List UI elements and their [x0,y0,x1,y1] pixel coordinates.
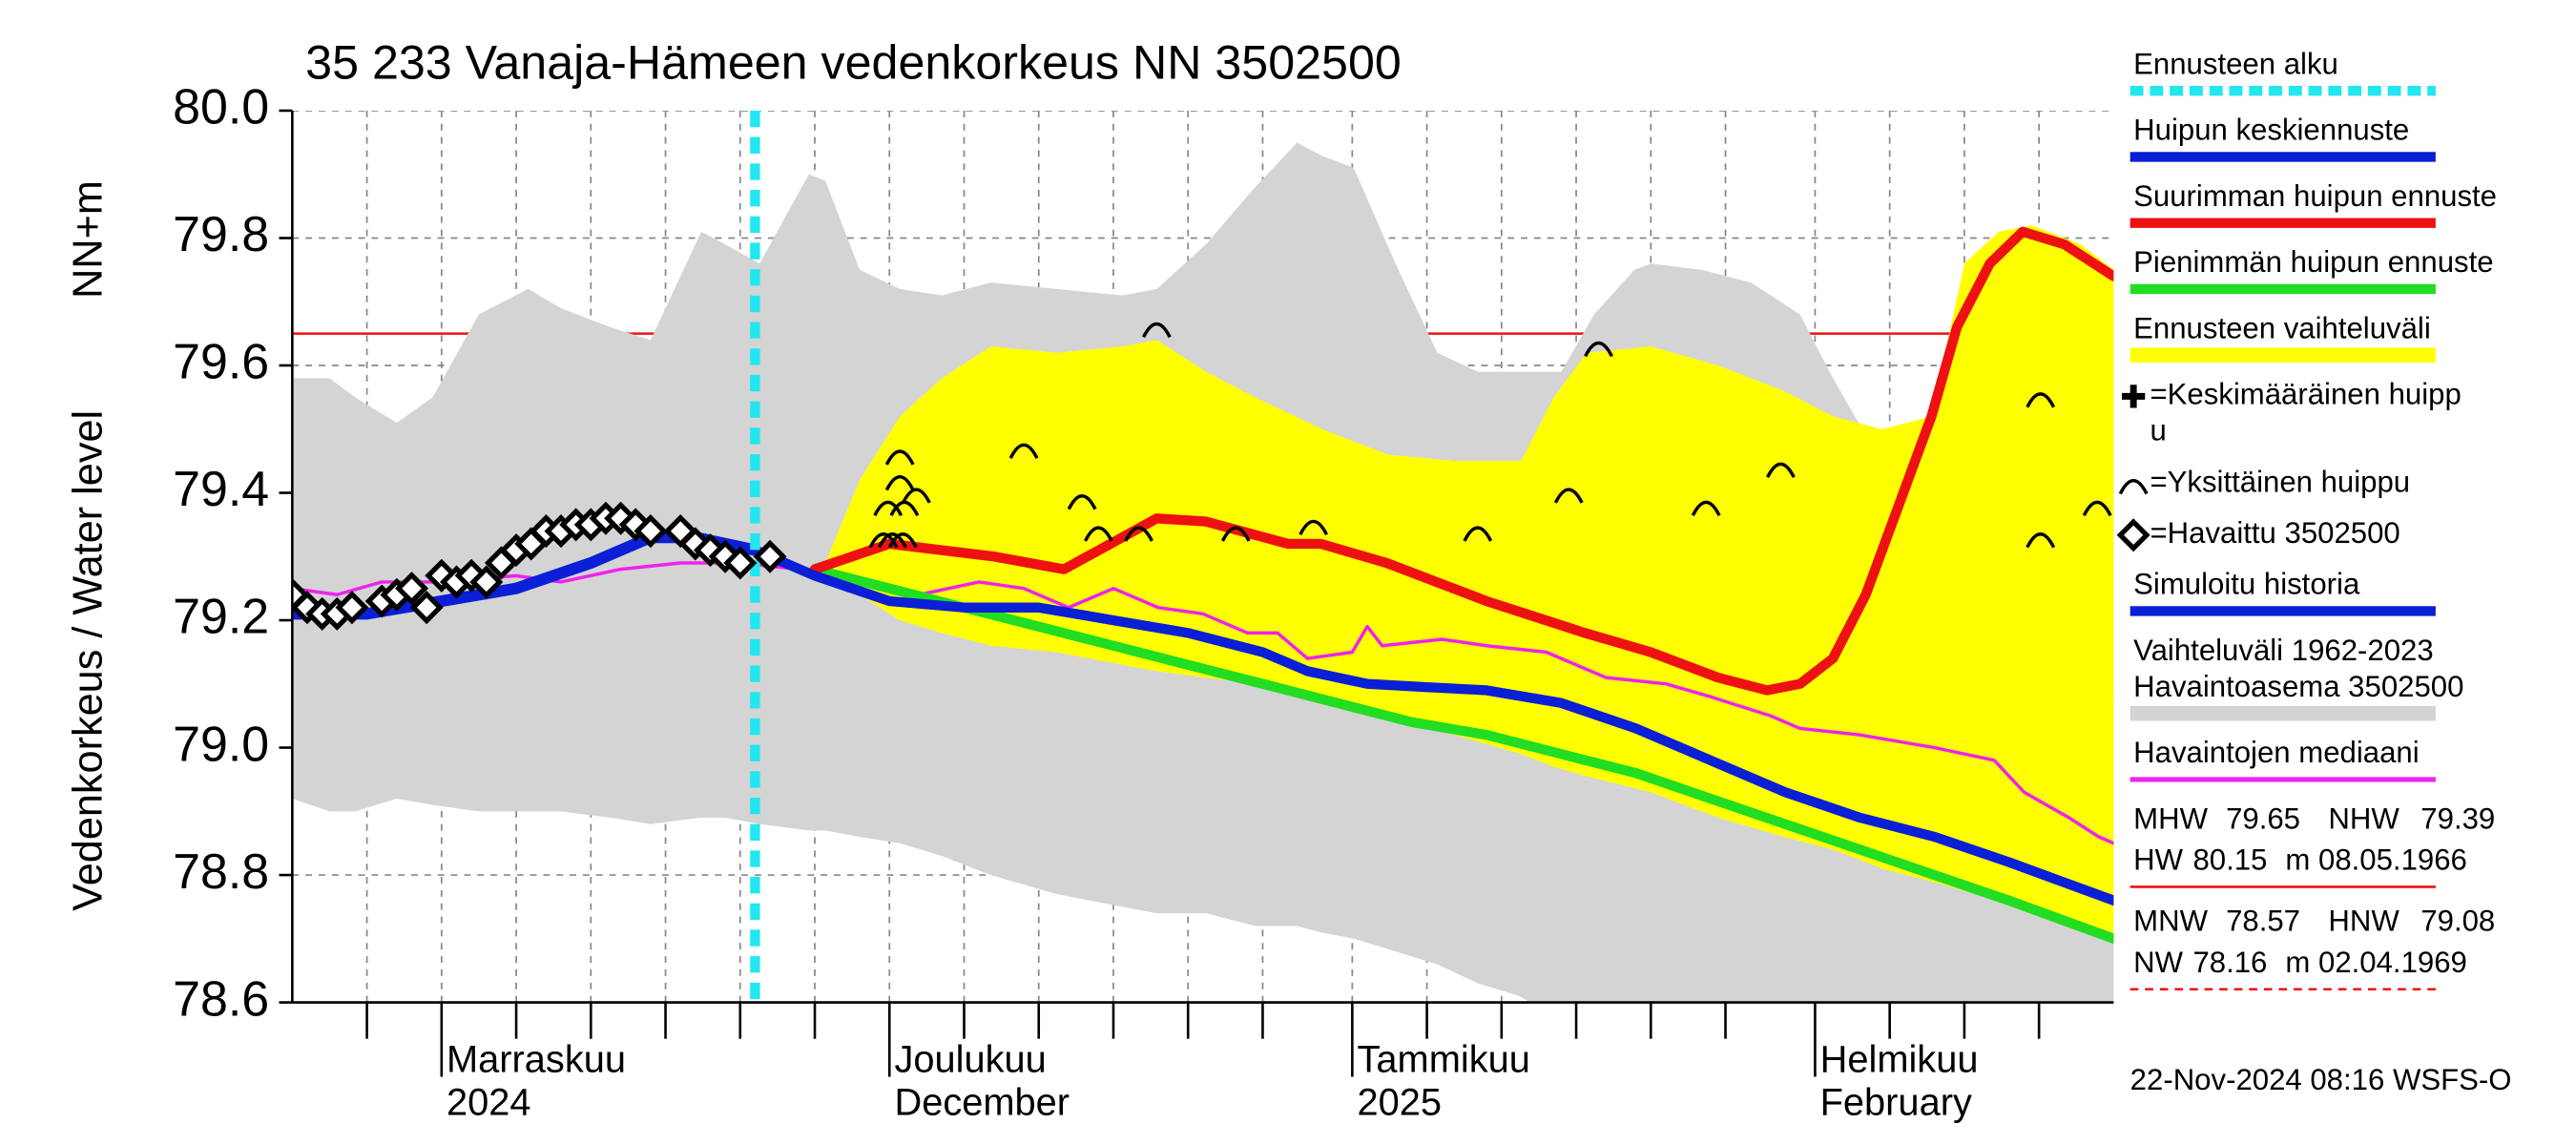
peak-marker [868,532,899,549]
legend-label: Vaihteluväli 1962-2023 [2133,634,2434,667]
observed-point [2116,518,2150,552]
peak-marker [1691,500,1721,517]
y-tick-label: 78.8 [173,844,269,900]
legend-label: Havaintoasema 3502500 [2133,670,2463,703]
range-band [825,225,2114,939]
peak-marker [1584,341,1613,358]
y-tick-label: 79.0 [173,717,269,772]
peak-marker [2025,532,2056,549]
peak-marker [887,532,918,549]
y-axis-label: Vedenkorkeus / Water level [66,410,112,911]
legend-label: Simuloitu historia [2133,568,2360,601]
peak-marker [2118,478,2149,495]
legend-label: Ennusteen vaihteluväli [2133,311,2431,344]
legend-label: Havaintojen mediaani [2133,736,2419,769]
observed-point [618,508,653,542]
peak-marker [1766,462,1796,478]
observed-point [335,591,369,625]
legend: Ennusteen alku Huipun keskiennuste Suurimm… [2116,47,2497,991]
peak-marker [1220,526,1251,542]
peak-marker [2025,392,2056,408]
chart-title: 35 233 Vanaja-Hämeen vedenkorkeus NN 350… [305,35,1402,89]
observed-point [409,591,444,625]
peak-marker [902,488,931,504]
observed-point [292,577,309,612]
x-tick-label: 2025 [1358,1081,1443,1123]
stat-value: 78.57 [2226,905,2300,938]
peak-marker [2082,500,2112,517]
stat-name: HW [2133,843,2183,877]
legend-label: =Yksittäinen huippu [2150,465,2410,498]
stat-name: MHW [2133,802,2208,835]
axes: 78.6 78.8 79.0 79.2 79.4 79.6 79.8 80.0 Marrasku… [173,80,2114,1123]
legend-label: =Havaittu 3502500 [2150,516,2399,550]
legend-label: Huipun keskiennuste [2133,114,2409,147]
y-tick-label: 79.8 [173,207,269,262]
plot-area [292,110,2114,1003]
stat-name: NHW [2328,802,2399,835]
observed-point [693,533,728,568]
peak-marker [873,500,904,517]
peak-marker [877,532,907,549]
stat-name: HNW [2328,905,2399,938]
x-tick-label: Joulukuu [894,1038,1046,1080]
legend-label: Pienimmän huipun ennuste [2133,245,2493,279]
peak-marker [884,449,915,466]
legend-label: =Keskimääräinen huipp [2150,378,2461,411]
x-tick-label: 2024 [447,1081,531,1123]
legend-label: Suurimman huipun ennuste [2133,179,2497,213]
x-tick-label: December [894,1081,1070,1123]
series-line [292,561,2114,845]
stat-value: 79.08 [2420,905,2495,938]
stat-value: 79.39 [2420,802,2495,835]
x-tick-label: Marraskuu [447,1038,626,1080]
stat-date: 08.05.1966 [2318,843,2467,877]
observed-point [634,514,668,549]
y-tick-label: 78.6 [173,971,269,1027]
stat-name: NW [2133,946,2183,979]
x-tick-label: Helmikuu [1820,1038,1979,1080]
footer: 22-Nov-2024 08:16 WSFS-O [2130,1063,2512,1096]
observed-point [678,527,713,561]
stat-value: 79.65 [2226,802,2300,835]
peak-marker [1067,494,1097,510]
peak-marker [884,475,915,491]
peak-marker [1124,526,1153,542]
x-tick-label: February [1820,1081,1972,1123]
y-tick-label: 79.4 [173,462,269,517]
observed-point [604,501,638,535]
peak-marker [1298,519,1329,536]
series-line [809,564,2114,944]
observed-point [753,539,787,573]
peak-marker [1141,322,1172,339]
stat-unit: m [2285,843,2310,877]
y-tick-label: 79.6 [173,335,269,390]
legend-label: u [2150,414,2166,448]
legend-label: Ennusteen alku [2133,47,2338,80]
stat-unit: m [2285,946,2310,979]
y-axis-unit: NN+m [66,180,112,299]
y-tick-label: 79.2 [173,590,269,645]
x-tick-label: Tammikuu [1358,1038,1530,1080]
observed-point [723,546,758,580]
peak-marker [1083,526,1113,542]
observed-point [469,565,504,599]
peak-marker [1553,488,1584,504]
stat-name: MNW [2133,905,2208,938]
peak-marker [1008,443,1039,459]
peak-marker [1463,526,1493,542]
stat-date: 02.04.1969 [2318,946,2467,979]
stat-value: 80.15 [2192,843,2267,877]
observed-point [708,539,742,573]
y-tick-label: 80.0 [173,80,269,135]
observed-point [395,572,429,606]
series-line [750,545,2114,906]
mean-peak-marker [2122,385,2146,408]
stat-value: 78.16 [2192,946,2267,979]
